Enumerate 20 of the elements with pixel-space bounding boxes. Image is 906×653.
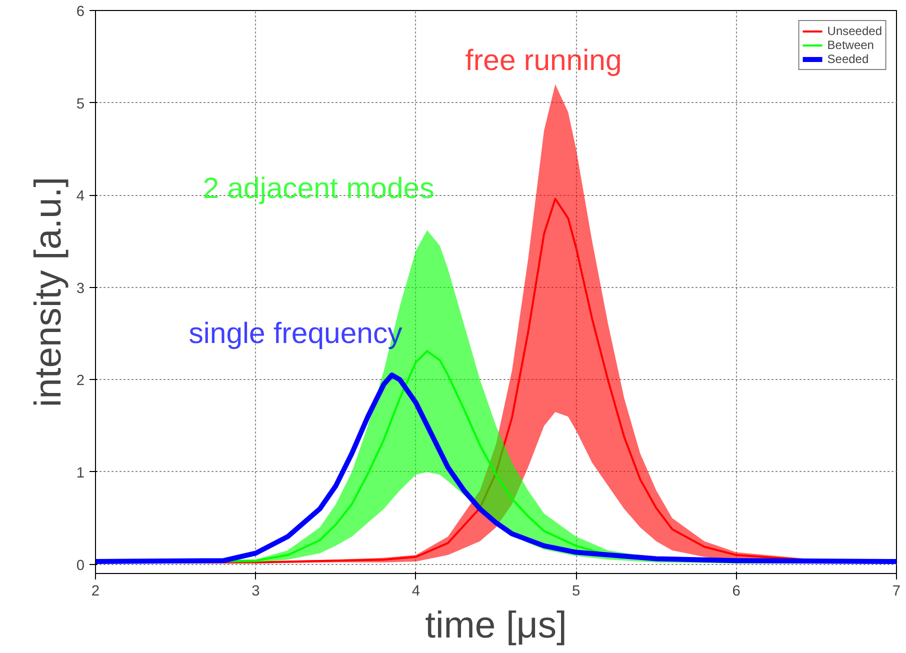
y-tick-label: 0 [76, 558, 85, 574]
y-axis-title: intensity [a.u.] [26, 176, 68, 408]
x-tick-label: 4 [412, 584, 420, 600]
x-tick-label: 2 [91, 584, 100, 600]
x-tick-label: 5 [572, 584, 580, 600]
legend-label: Unseeded [827, 24, 882, 38]
y-tick-label: 4 [76, 188, 85, 205]
y-tick-label: 1 [76, 465, 85, 482]
x-tick-label: 6 [732, 584, 740, 600]
y-tick-label: 2 [76, 373, 85, 390]
y-tick-label: 5 [76, 96, 85, 112]
x-axis-title: time [μs] [425, 604, 567, 646]
legend-label: Between [827, 38, 874, 52]
annotation: free running [465, 44, 622, 77]
legend-label: Seeded [827, 52, 869, 66]
x-tick-label: 7 [892, 584, 901, 600]
x-tick-label: 3 [252, 584, 260, 600]
y-tick-label: 3 [76, 280, 85, 297]
annotation: 2 adjacent modes [202, 172, 434, 205]
y-tick-label: 6 [76, 4, 85, 20]
